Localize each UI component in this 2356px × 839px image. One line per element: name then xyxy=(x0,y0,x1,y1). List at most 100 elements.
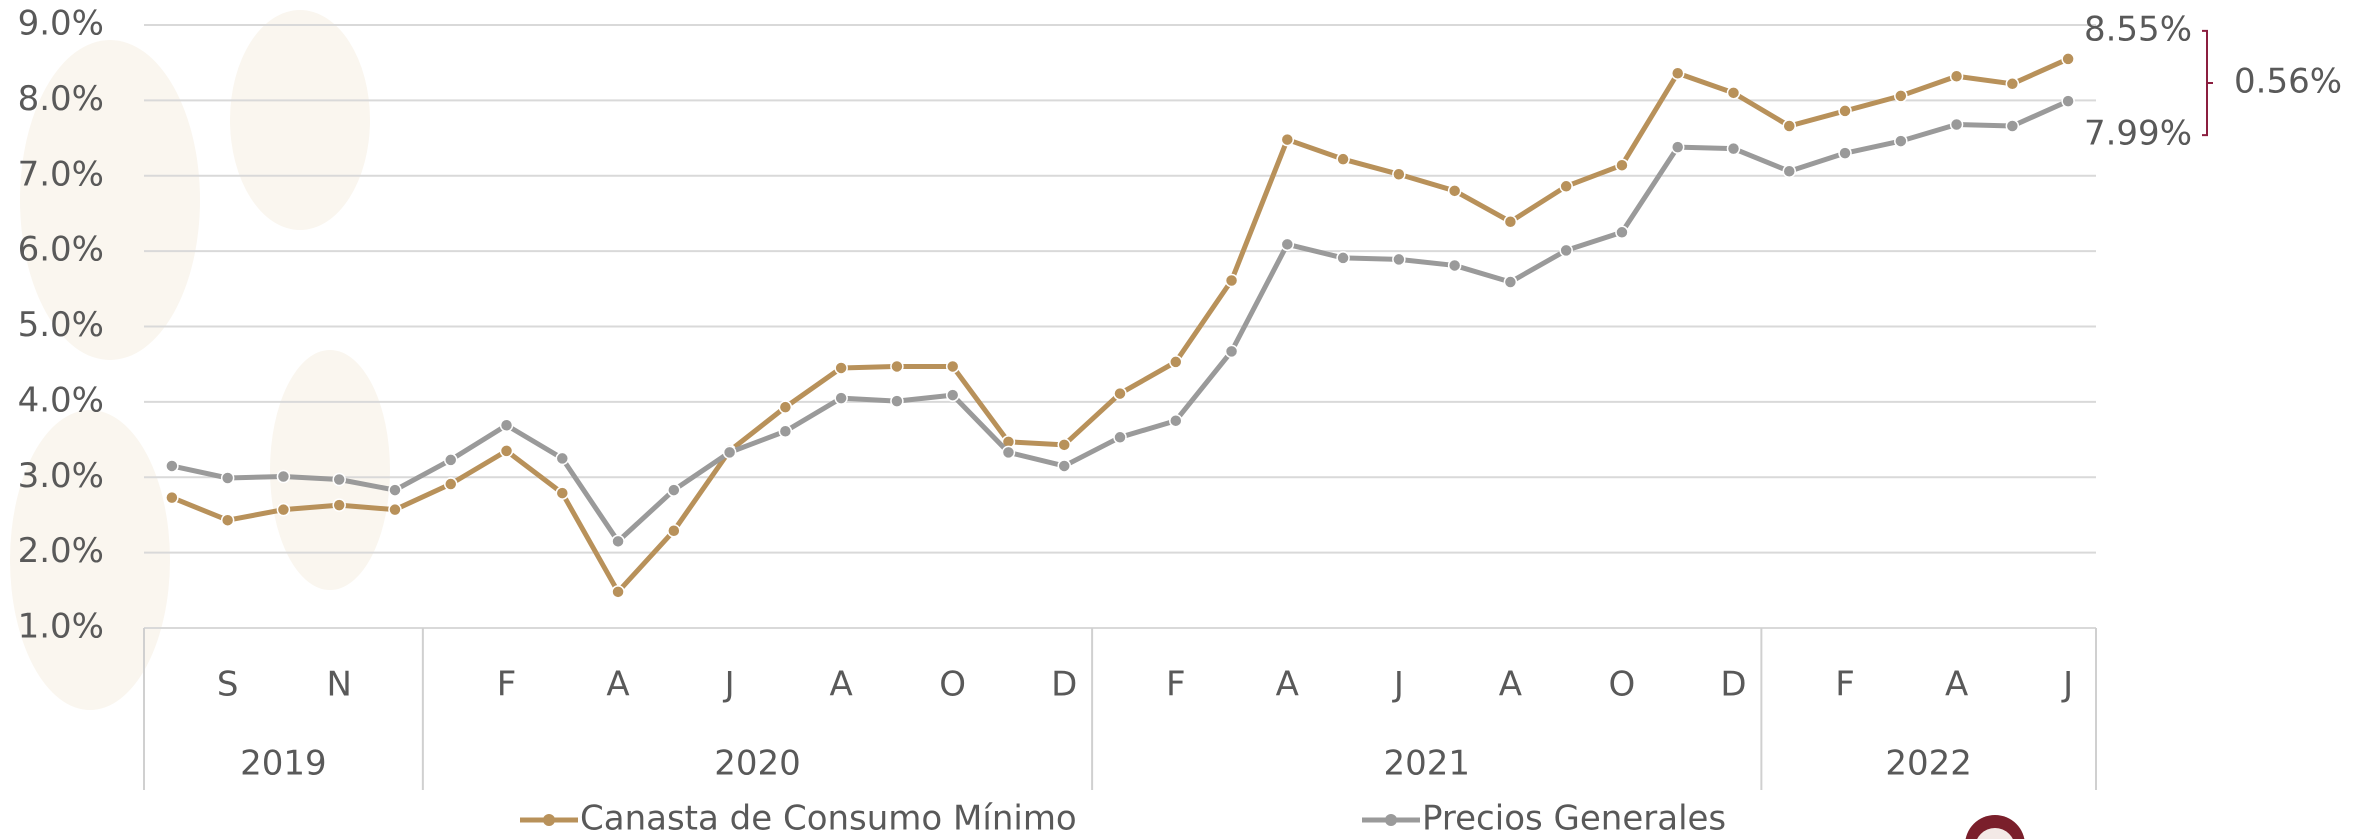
data-point xyxy=(1560,180,1572,192)
data-point xyxy=(1951,118,1963,130)
data-point xyxy=(612,535,624,547)
series-line xyxy=(172,59,2068,592)
data-point xyxy=(166,460,178,472)
bracket xyxy=(2202,31,2213,135)
data-point xyxy=(668,525,680,537)
data-point xyxy=(445,478,457,490)
x-tick-label: D xyxy=(1720,665,1746,705)
x-tick-label: J xyxy=(723,665,735,705)
data-point xyxy=(1226,275,1238,287)
data-point xyxy=(2062,95,2074,107)
y-tick-label: 2.0% xyxy=(18,531,104,571)
data-point xyxy=(501,445,513,457)
y-tick-label: 3.0% xyxy=(18,456,104,496)
data-point xyxy=(1672,141,1684,153)
series-line xyxy=(172,101,2068,541)
data-point xyxy=(1281,238,1293,250)
x-tick-label: A xyxy=(1276,665,1299,705)
data-point xyxy=(1449,259,1461,271)
x-tick-label: N xyxy=(326,665,351,705)
data-point xyxy=(1337,252,1349,264)
x-tick-label: J xyxy=(1392,665,1404,705)
data-point xyxy=(1058,439,1070,451)
x-tick-label: O xyxy=(1609,665,1636,705)
data-point xyxy=(2006,78,2018,90)
data-point xyxy=(612,586,624,598)
y-tick-label: 8.0% xyxy=(18,79,104,119)
data-point xyxy=(1002,446,1014,458)
data-point xyxy=(389,484,401,496)
x-tick-label: S xyxy=(217,665,239,705)
data-point xyxy=(947,360,959,372)
data-point xyxy=(1727,143,1739,155)
data-point xyxy=(779,425,791,437)
data-point xyxy=(2062,53,2074,65)
x-tick-label: F xyxy=(1835,665,1855,705)
data-point xyxy=(1170,356,1182,368)
x-tick-label: A xyxy=(1499,665,1522,705)
data-point xyxy=(724,446,736,458)
year-label: 2022 xyxy=(1885,744,1972,784)
legend-marker xyxy=(543,814,555,826)
data-point xyxy=(668,484,680,496)
data-point xyxy=(779,401,791,413)
data-point xyxy=(1504,216,1516,228)
y-tick-label: 9.0% xyxy=(18,4,104,44)
data-point xyxy=(1672,67,1684,79)
data-point xyxy=(1114,388,1126,400)
data-point xyxy=(222,472,234,484)
data-point xyxy=(556,487,568,499)
x-tick-label: O xyxy=(939,665,966,705)
data-point xyxy=(1839,147,1851,159)
data-point xyxy=(333,474,345,486)
data-point xyxy=(1281,134,1293,146)
x-tick-label: F xyxy=(497,665,517,705)
value-label: 8.55% xyxy=(2084,9,2192,49)
legend-label: Canasta de Consumo Mínimo xyxy=(580,799,1077,839)
x-tick-label: A xyxy=(606,665,629,705)
x-tick-label: J xyxy=(2061,665,2073,705)
x-tick-label: D xyxy=(1051,665,1077,705)
data-point xyxy=(947,389,959,401)
chart: 1.0%2.0%3.0%4.0%5.0%6.0%7.0%8.0%9.0%SNFA… xyxy=(0,0,2356,839)
data-point xyxy=(891,395,903,407)
data-point xyxy=(1058,460,1070,472)
y-tick-label: 7.0% xyxy=(18,154,104,194)
data-point xyxy=(835,392,847,404)
data-point xyxy=(389,504,401,516)
data-point xyxy=(1170,415,1182,427)
data-point xyxy=(277,470,289,482)
year-label: 2020 xyxy=(714,744,801,784)
data-point xyxy=(1727,87,1739,99)
data-point xyxy=(1895,135,1907,147)
data-point xyxy=(445,454,457,466)
data-point xyxy=(1449,185,1461,197)
legend-marker xyxy=(1385,814,1397,826)
data-point xyxy=(1337,153,1349,165)
y-tick-label: 5.0% xyxy=(18,305,104,345)
data-point xyxy=(1616,226,1628,238)
data-point xyxy=(333,499,345,511)
y-tick-label: 6.0% xyxy=(18,230,104,270)
y-tick-label: 1.0% xyxy=(18,607,104,647)
data-point xyxy=(1504,276,1516,288)
x-tick-label: A xyxy=(1945,665,1968,705)
data-point xyxy=(1951,70,1963,82)
data-point xyxy=(1616,159,1628,171)
data-point xyxy=(1560,244,1572,256)
data-point xyxy=(1839,105,1851,117)
data-point xyxy=(891,360,903,372)
data-point xyxy=(1783,165,1795,177)
data-point xyxy=(556,452,568,464)
data-point xyxy=(1393,253,1405,265)
data-point xyxy=(501,419,513,431)
year-label: 2021 xyxy=(1383,744,1470,784)
legend-label: Precios Generales xyxy=(1422,799,1726,839)
data-point xyxy=(1114,431,1126,443)
data-point xyxy=(1226,345,1238,357)
x-tick-label: A xyxy=(830,665,853,705)
data-point xyxy=(222,514,234,526)
data-point xyxy=(166,492,178,504)
gap-annotation: 0.56% xyxy=(2234,62,2342,102)
x-tick-label: F xyxy=(1166,665,1186,705)
